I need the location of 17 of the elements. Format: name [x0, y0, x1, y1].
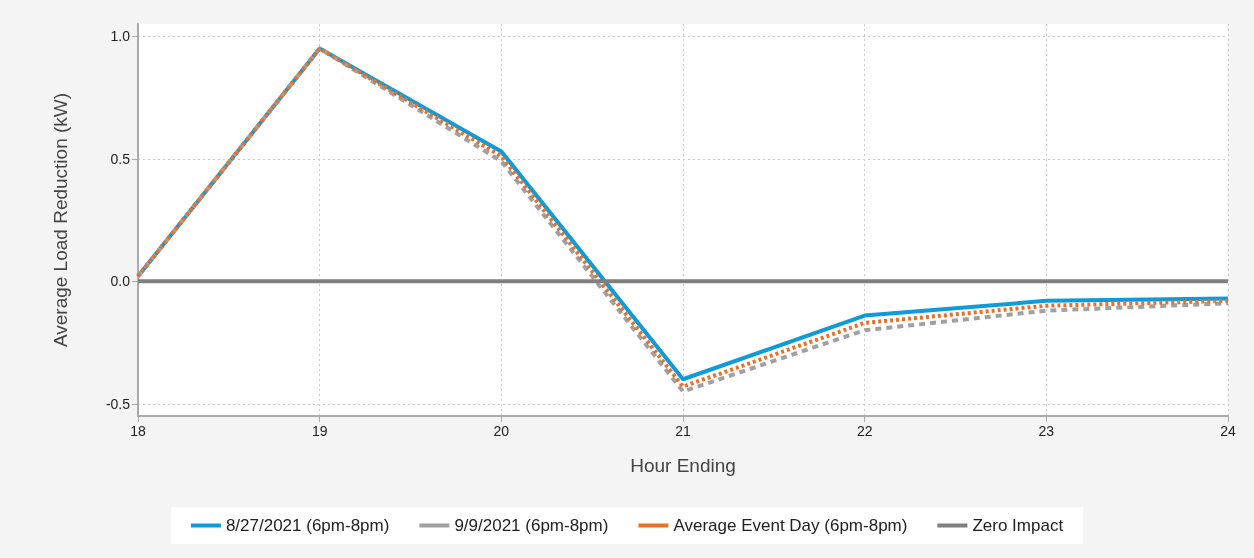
y-tick-label: 0.5 — [110, 150, 131, 167]
legend-label: Zero Impact — [972, 516, 1064, 535]
legend-label: 9/9/2021 (6pm-8pm) — [454, 516, 609, 535]
x-axis-title: Hour Ending — [630, 455, 736, 476]
x-tick-label: 20 — [493, 423, 510, 439]
x-tick-label: 22 — [856, 423, 873, 439]
y-tick-label: 0.0 — [110, 273, 131, 290]
x-tick-label: 21 — [675, 423, 691, 439]
x-tick-label: 18 — [130, 423, 146, 439]
legend-label: Average Event Day (6pm-8pm) — [673, 516, 908, 535]
x-tick-label: 24 — [1220, 423, 1236, 439]
x-tick-label: 23 — [1038, 423, 1055, 439]
legend-label: 8/27/2021 (6pm-8pm) — [225, 516, 390, 535]
y-tick-label: 1.0 — [110, 28, 131, 45]
y-tick-label: -0.5 — [105, 395, 131, 412]
y-axis-title: Average Load Reduction (kW) — [50, 92, 71, 348]
x-tick-label: 19 — [311, 423, 328, 439]
